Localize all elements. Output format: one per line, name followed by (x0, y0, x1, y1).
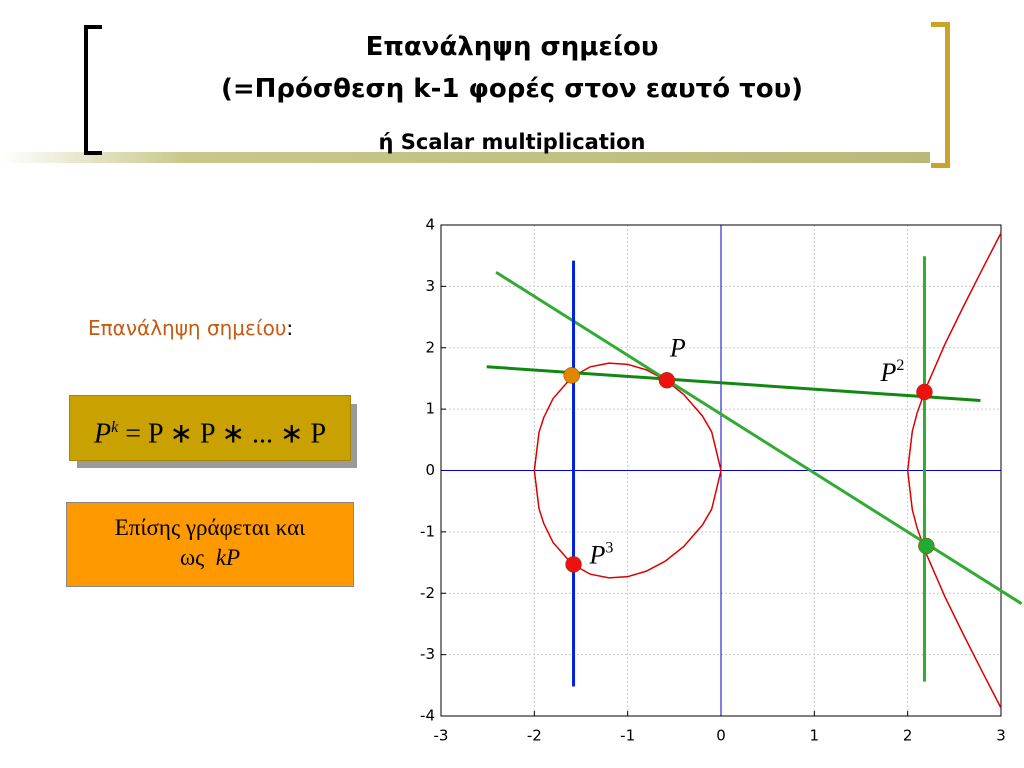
formula-box: Pk = P ∗ P ∗ ... ∗ P (69, 395, 351, 461)
x-tick-label: -3 (434, 727, 449, 745)
y-tick-label: -1 (420, 522, 435, 540)
point-label-base: P (669, 333, 686, 362)
title-line: Επανάληψη σημείου (365, 32, 659, 62)
point-label-base: P (589, 540, 606, 569)
point-label-sup: 3 (605, 539, 613, 556)
x-tick-label: 0 (716, 727, 726, 745)
x-tick-label: 1 (810, 727, 820, 745)
x-tick-label: -2 (527, 727, 542, 745)
y-tick-label: -2 (420, 584, 435, 602)
point-label: P3 (589, 539, 614, 569)
note-line: Επίσης γράφεται και (114, 515, 306, 540)
label-text: Επανάληψη σημείου (88, 316, 287, 340)
plot-frame (440, 224, 1002, 717)
header-bar (0, 152, 930, 163)
x-tick-label: 3 (996, 727, 1006, 745)
point (565, 556, 582, 573)
title-line: (=Πρόσθεση k-1 φορές στον εαυτό του) (220, 74, 804, 104)
y-tick-label: 4 (425, 216, 435, 234)
note-line: ως kP (67, 543, 353, 573)
point-label: P (669, 333, 686, 362)
y-tick-label: -4 (420, 707, 435, 725)
x-tick-label: -1 (620, 727, 635, 745)
y-tick-label: 0 (425, 461, 435, 479)
formula-exp: k (111, 419, 119, 436)
formula: = P ∗ P ∗ ... ∗ P (118, 418, 327, 450)
y-tick-label: 2 (425, 338, 435, 356)
point (563, 367, 580, 384)
y-tick-label: -3 (420, 645, 435, 663)
label-colon: : (286, 316, 294, 340)
note-word: ως (179, 545, 205, 570)
point-label: P2 (879, 357, 904, 387)
x-tick-label: 2 (903, 727, 913, 745)
point (918, 537, 935, 555)
point-label-sup: 2 (896, 357, 904, 374)
point (916, 383, 933, 401)
note-math: kP (215, 545, 240, 570)
point-label-base: P (879, 358, 896, 387)
y-tick-label: 3 (425, 277, 435, 295)
note-box: Επίσης γράφεται και ως kP (66, 502, 354, 587)
label: Επανάληψη σημείου: (88, 316, 293, 340)
formula: P (93, 418, 112, 450)
subtitle: ή Scalar multiplication (378, 130, 646, 154)
left-bracket (84, 25, 102, 155)
y-tick-label: 1 (425, 400, 435, 418)
point (658, 372, 676, 389)
right-bracket (931, 22, 950, 168)
